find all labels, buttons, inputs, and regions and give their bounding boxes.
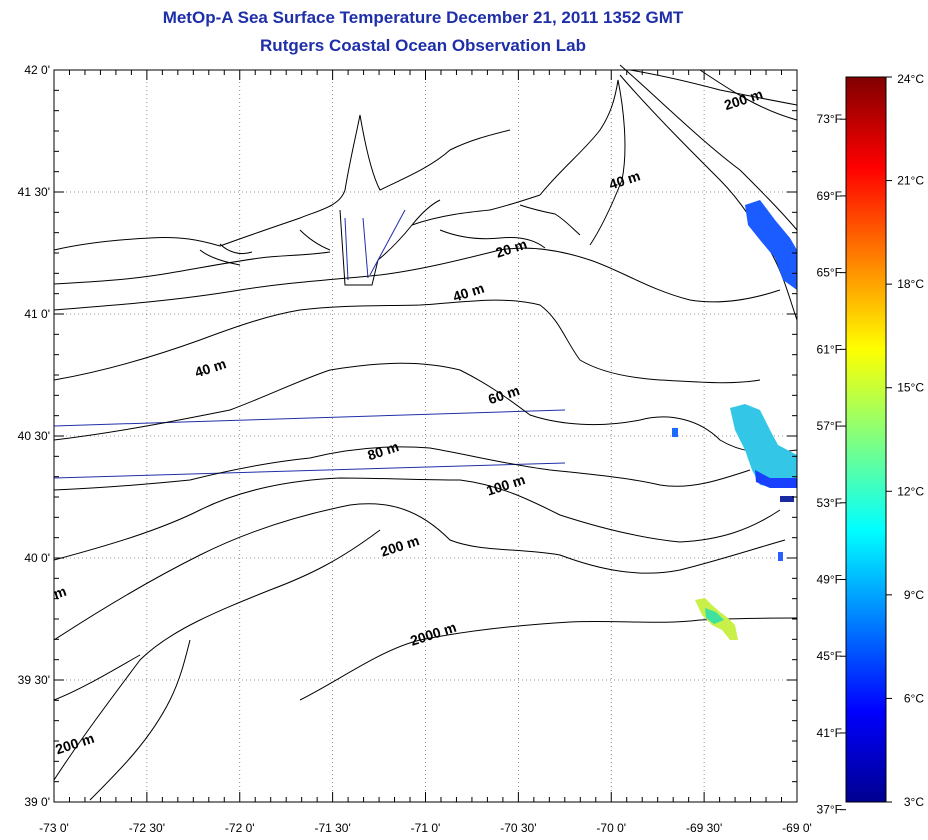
lon-tick-label: -72 0' — [225, 821, 255, 835]
fahrenheit-label: 65°F — [817, 266, 842, 280]
coastline-massachusetts-north — [629, 69, 798, 106]
transect-lines — [53, 209, 566, 479]
celsius-label: 18°C — [897, 277, 924, 291]
sst-pixels — [672, 200, 797, 640]
contour-label: 2000 m — [408, 619, 458, 649]
coastline-narragansett — [339, 199, 441, 286]
contour-label: 40 m — [193, 355, 228, 380]
transect-line-north — [53, 409, 566, 427]
contour-label: m — [51, 583, 68, 602]
coastline-cape-cod — [539, 79, 626, 246]
contour-label: 40 m — [607, 167, 642, 192]
contour-80m — [53, 446, 751, 491]
graticule-grid — [54, 70, 797, 802]
sst-patch-south-green — [705, 608, 724, 624]
contour-label: 100 m — [484, 471, 527, 498]
lat-tick-label: 41 0' — [24, 307, 50, 321]
map-subtitle: Rutgers Coastal Ocean Observation Lab — [260, 36, 586, 55]
fahrenheit-label: 57°F — [817, 419, 842, 433]
contour-200m — [53, 503, 786, 641]
colorbar — [845, 76, 887, 803]
celsius-label: 12°C — [897, 484, 924, 498]
celsius-label: 24°C — [897, 72, 924, 86]
lat-tick-label: 40 30' — [18, 429, 50, 443]
lon-tick-label: -73 0' — [39, 821, 69, 835]
latitude-labels: 39 0' 39 30' 40 0' 40 30' 41 0' 41 30' 42 0' — [18, 63, 50, 809]
sst-patch-east — [730, 404, 797, 488]
lon-tick-label: -72 30' — [129, 821, 165, 835]
coastline-rhode-island — [411, 194, 541, 226]
map-frame — [53, 69, 798, 803]
lat-tick-label: 39 0' — [24, 795, 50, 809]
celsius-label: 6°C — [904, 691, 924, 705]
sst-pixel-small — [672, 428, 678, 437]
contour-label: 200 m — [53, 730, 96, 757]
fahrenheit-label: 45°F — [817, 649, 842, 663]
lon-tick-label: -69 30' — [686, 821, 722, 835]
colorbar-labels: 24°C 21°C 18°C 15°C 12°C 9°C 6°C 3°C 73°F 69°F 65°… — [817, 72, 925, 817]
fahrenheit-label: 73°F — [817, 112, 842, 126]
coastline-nantucket — [519, 204, 581, 236]
sst-pixel-edge — [780, 496, 794, 502]
lat-tick-label: 42 0' — [24, 63, 50, 77]
lon-tick-label: -70 0' — [596, 821, 626, 835]
contour-label: 60 m — [486, 382, 521, 407]
lat-tick-label: 40 0' — [24, 551, 50, 565]
map-title: MetOp-A Sea Surface Temperature December… — [162, 8, 684, 27]
contour-40m-west — [53, 299, 761, 384]
celsius-label: 15°C — [897, 381, 924, 395]
coastline-coastal-islands — [199, 229, 331, 266]
coastline — [53, 69, 798, 286]
celsius-label: 9°C — [904, 588, 924, 602]
lon-tick-label: -70 30' — [500, 821, 536, 835]
contour-200m-southwest — [53, 639, 191, 801]
lon-tick-label: -71 0' — [411, 821, 441, 835]
contour-200m-northeast — [619, 64, 798, 231]
axis-ticks — [53, 69, 798, 803]
lat-tick-label: 41 30' — [18, 185, 50, 199]
transect-line-south — [53, 462, 566, 479]
lon-tick-label: -69 0' — [782, 821, 812, 835]
coastline-marthas-vineyard — [439, 229, 546, 249]
transect-line-channel-1 — [344, 217, 349, 281]
fahrenheit-label: 49°F — [817, 573, 842, 587]
fahrenheit-label: 61°F — [817, 342, 842, 356]
transect-line-channel-2 — [362, 217, 369, 279]
contour-100m — [53, 477, 781, 561]
fahrenheit-label: 69°F — [817, 189, 842, 203]
sst-patch-northeast — [745, 200, 797, 290]
contour-label: 200 m — [378, 532, 421, 559]
fahrenheit-label: 41°F — [817, 726, 842, 740]
contour-20m — [53, 247, 781, 311]
fahrenheit-label: 53°F — [817, 496, 842, 510]
longitude-labels: -73 0' -72 30' -72 0' -71 30' -71 0' -70 30' -… — [39, 821, 812, 835]
contour-label: 200 m — [722, 86, 765, 113]
contour-label: 80 m — [365, 438, 400, 463]
transect-line-channel-3 — [369, 209, 406, 276]
sst-patch-east-edge — [755, 470, 797, 488]
lat-tick-label: 39 30' — [18, 673, 50, 687]
sst-pixel-edge-2 — [778, 552, 783, 561]
contour-label: 20 m — [494, 236, 529, 261]
bathymetry-contours — [53, 64, 798, 801]
lon-tick-label: -71 30' — [314, 821, 350, 835]
contour-60m — [53, 362, 798, 453]
coastline-long-island-north — [53, 237, 221, 251]
fahrenheit-label: 37°F — [817, 803, 842, 817]
celsius-label: 21°C — [897, 174, 924, 188]
coastline-connecticut — [219, 114, 511, 247]
contour-40m-east — [619, 74, 798, 321]
coastline-long-island-south — [53, 251, 331, 285]
celsius-label: 3°C — [904, 795, 924, 809]
